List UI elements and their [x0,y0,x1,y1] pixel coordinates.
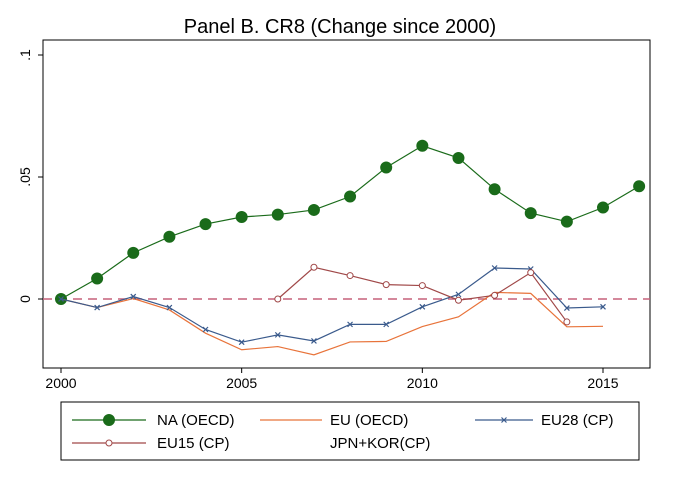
data-point [347,321,353,328]
series-na-oecd- [55,139,646,305]
data-point [105,439,113,447]
data-point [310,263,318,271]
data-point [311,338,317,344]
data-point [501,417,507,423]
data-point [346,272,354,280]
data-point [271,208,284,221]
y-tick-label: .1 [17,49,33,61]
legend-item: EU28 (CP) [475,412,614,429]
data-point [91,272,104,285]
data-point [199,218,212,231]
legend-label: JPN+KOR(CP) [330,435,430,452]
data-point [416,139,429,152]
series-line [277,266,568,323]
legend-box [60,401,640,461]
legend-label: EU15 (CP) [157,435,230,452]
legend-item: JPN+KOR(CP) [330,435,430,452]
data-point [58,296,64,302]
data-point [633,180,646,193]
data-point [418,282,426,290]
series-eu28-cp- [58,265,606,346]
data-point [563,318,571,326]
legend-item: NA (OECD) [72,412,235,429]
data-point [163,230,176,243]
data-point [597,201,609,214]
series-line [60,291,604,356]
x-tick-label: 2000 [45,375,76,391]
y-tick-label: 0 [17,295,33,303]
data-point [488,183,501,196]
data-point [94,304,101,311]
data-point [274,295,282,303]
data-point [563,305,570,311]
data-point [524,207,537,220]
plot-frame [42,39,651,369]
legend-label: EU28 (CP) [541,412,614,429]
data-point [455,291,462,298]
data-point [380,161,393,174]
data-point [600,303,606,310]
data-point [103,414,115,426]
data-point [166,304,173,311]
legend-label: EU (OECD) [330,412,408,429]
data-point [382,281,390,289]
y-tick-label: .05 [17,167,33,187]
legend-item: EU (OECD) [260,412,408,429]
chart-title: Panel B. CR8 (Change since 2000) [184,16,496,38]
data-point [560,215,573,228]
data-point [383,321,390,328]
data-point [235,211,248,224]
data-point [274,331,281,338]
series-eu-oecd- [60,291,604,356]
data-point [527,269,535,277]
data-point [307,203,320,216]
data-point [452,151,465,164]
data-point [454,296,462,304]
data-point [344,190,357,203]
data-point [491,265,498,271]
legend-label: NA (OECD) [157,412,235,429]
data-point [491,291,499,299]
series-eu15-cp- [274,263,571,326]
x-tick-label: 2015 [587,375,618,391]
data-point [419,303,426,310]
series-line [60,267,604,343]
data-point [130,293,137,300]
x-tick-label: 2010 [407,375,438,391]
data-point [238,339,245,346]
legend-item: EU15 (CP) [72,435,230,452]
data-point [127,246,140,259]
x-tick-label: 2005 [226,375,257,391]
data-point [202,326,209,333]
